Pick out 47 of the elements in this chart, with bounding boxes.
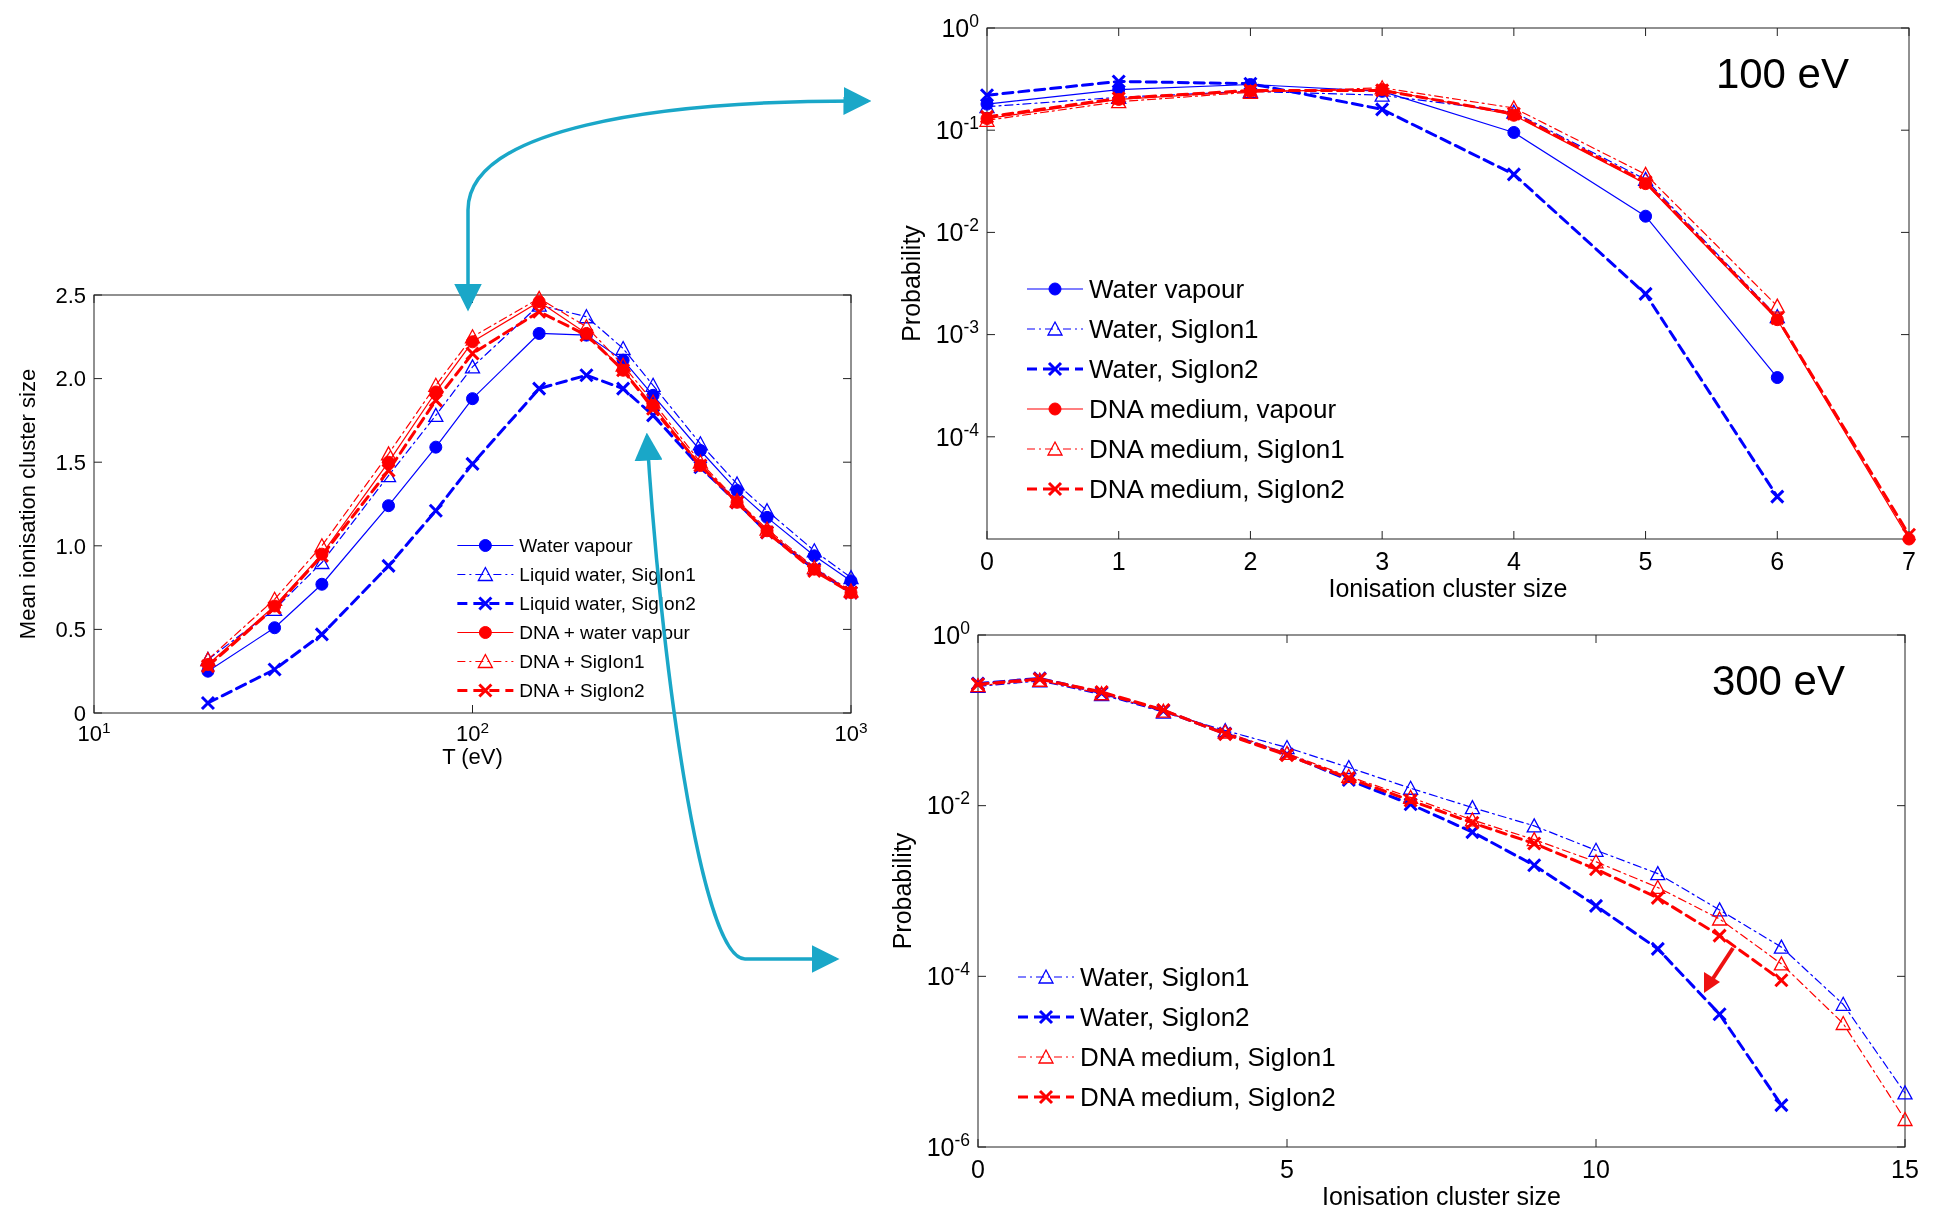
legend-label: Water vapour (519, 535, 634, 557)
x-tick-label: 5 (1280, 1155, 1294, 1183)
y-tick-label: 1.5 (55, 449, 86, 475)
legend-label: DNA medium, SigIon2 (1089, 474, 1345, 505)
y-tick-label: 10$^{-4}$ (926, 959, 971, 991)
annotation: 100 eV (1715, 50, 1849, 97)
annotation: 300 eV (1711, 657, 1845, 704)
y-axis-title: Probability (896, 224, 925, 342)
legend-label: Water, SigIon2 (1080, 1002, 1250, 1033)
x-tick-label: 2 (1243, 547, 1258, 575)
legend-label: DNA + SigIon1 (519, 651, 645, 673)
legend-label: DNA + SigIon2 (519, 680, 645, 702)
y-tick-label: 10$^{-2}$ (926, 788, 970, 820)
y-tick-label: 0.5 (55, 617, 86, 643)
x-axis-title: Ionisation cluster size (1328, 573, 1568, 602)
legend-label: DNA medium, SigIon1 (1080, 1042, 1336, 1073)
x-tick-label: 10$^{2}$ (455, 718, 490, 746)
x-tick-label: 10 (1582, 1155, 1610, 1183)
legend-label: Water, SigIon1 (1080, 962, 1250, 993)
y-tick-label: 10$^{0}$ (932, 617, 971, 649)
x-tick-label: 5 (1638, 547, 1653, 575)
y-tick-label: 2.5 (55, 282, 86, 308)
x-axis-title: Ionisation cluster size (1321, 1181, 1562, 1210)
x-tick-label: 1 (1111, 547, 1126, 575)
y-tick-label: 10$^{-4}$ (935, 419, 980, 451)
y-tick-label: 2.0 (55, 366, 86, 392)
x-tick-label: 3 (1375, 547, 1390, 575)
y-tick-label: 10$^{-2}$ (935, 215, 979, 247)
legend-label: DNA medium, vapour (1089, 394, 1337, 425)
x-tick-label: 4 (1506, 547, 1521, 575)
y-tick-label: 10$^{-3}$ (935, 317, 979, 349)
y-axis-title: Probability (887, 832, 916, 950)
x-tick-label: 6 (1770, 547, 1785, 575)
x-tick-label: 7 (1902, 547, 1916, 575)
x-axis-title: T (eV) (442, 743, 503, 769)
y-axis-title: Mean ionisation cluster size (14, 368, 40, 640)
legend-label: DNA medium, SigIon2 (1080, 1082, 1336, 1113)
legend-label: Water vapour (1089, 274, 1245, 305)
y-tick-label: 1.0 (55, 533, 86, 559)
x-tick-label: 15 (1891, 1155, 1919, 1183)
y-tick-label: 10$^{0}$ (941, 10, 980, 42)
legend-label: Water, SigIon2 (1089, 354, 1259, 385)
y-tick-label: 10$^{-1}$ (935, 112, 979, 144)
y-tick-label: 10$^{-6}$ (926, 1129, 970, 1161)
legend-label: DNA medium, SigIon1 (1089, 434, 1345, 465)
legend-label: Water, SigIon1 (1089, 314, 1259, 345)
x-tick-label: 10$^{3}$ (834, 718, 868, 746)
